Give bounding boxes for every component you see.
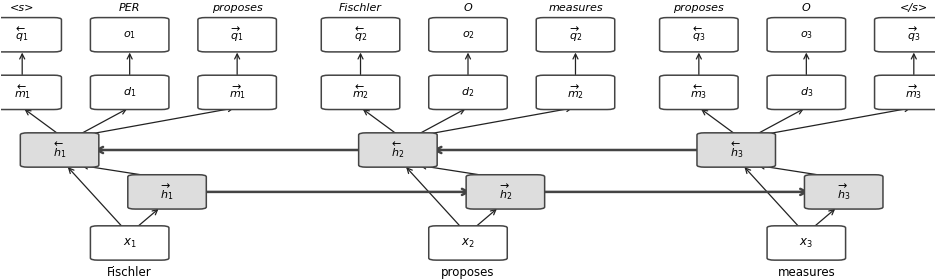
Text: $\overrightarrow{h}_3$: $\overrightarrow{h}_3$ xyxy=(837,182,851,202)
Text: measures: measures xyxy=(778,266,835,279)
Text: O: O xyxy=(463,3,473,13)
Text: $\overrightarrow{m}_3$: $\overrightarrow{m}_3$ xyxy=(905,83,922,101)
Text: $o_2$: $o_2$ xyxy=(461,29,475,41)
FancyBboxPatch shape xyxy=(874,75,936,110)
Text: $o_3$: $o_3$ xyxy=(799,29,812,41)
Text: $x_3$: $x_3$ xyxy=(799,236,813,249)
FancyBboxPatch shape xyxy=(660,75,739,110)
Text: $d_3$: $d_3$ xyxy=(799,85,813,99)
FancyBboxPatch shape xyxy=(197,18,276,52)
Text: $\overrightarrow{m}_1$: $\overrightarrow{m}_1$ xyxy=(228,83,246,101)
Text: $\overleftarrow{h}_1$: $\overleftarrow{h}_1$ xyxy=(52,140,66,160)
FancyBboxPatch shape xyxy=(804,175,883,209)
Text: $\overleftarrow{q}_1$: $\overleftarrow{q}_1$ xyxy=(16,26,29,44)
FancyBboxPatch shape xyxy=(91,75,168,110)
Text: proposes: proposes xyxy=(441,266,495,279)
FancyBboxPatch shape xyxy=(21,133,99,167)
Text: $o_1$: $o_1$ xyxy=(124,29,137,41)
FancyBboxPatch shape xyxy=(128,175,206,209)
FancyBboxPatch shape xyxy=(768,226,845,260)
Text: Fischler: Fischler xyxy=(108,266,152,279)
FancyBboxPatch shape xyxy=(874,18,936,52)
Text: $\overleftarrow{h}_2$: $\overleftarrow{h}_2$ xyxy=(391,140,404,160)
FancyBboxPatch shape xyxy=(429,226,507,260)
Text: $\overrightarrow{h}_2$: $\overrightarrow{h}_2$ xyxy=(499,182,512,202)
Text: $x_2$: $x_2$ xyxy=(461,236,475,249)
Text: $\overleftarrow{m}_1$: $\overleftarrow{m}_1$ xyxy=(14,83,31,101)
Text: $\overrightarrow{m}_2$: $\overrightarrow{m}_2$ xyxy=(567,83,584,101)
Text: $\overleftarrow{m}_2$: $\overleftarrow{m}_2$ xyxy=(352,83,369,101)
Text: O: O xyxy=(802,3,811,13)
FancyBboxPatch shape xyxy=(321,75,400,110)
FancyBboxPatch shape xyxy=(321,18,400,52)
Text: measures: measures xyxy=(548,3,603,13)
Text: PER: PER xyxy=(119,3,140,13)
FancyBboxPatch shape xyxy=(466,175,545,209)
Text: $x_1$: $x_1$ xyxy=(123,236,137,249)
FancyBboxPatch shape xyxy=(197,75,276,110)
Text: </s>: </s> xyxy=(899,3,928,13)
Text: $\overrightarrow{q}_1$: $\overrightarrow{q}_1$ xyxy=(230,26,244,44)
Text: Fischler: Fischler xyxy=(339,3,382,13)
Text: $\overleftarrow{h}_3$: $\overleftarrow{h}_3$ xyxy=(729,140,743,160)
Text: proposes: proposes xyxy=(212,3,262,13)
Text: <s>: <s> xyxy=(10,3,35,13)
FancyBboxPatch shape xyxy=(91,18,168,52)
Text: $\overleftarrow{q}_3$: $\overleftarrow{q}_3$ xyxy=(692,26,706,44)
Text: $\overleftarrow{m}_3$: $\overleftarrow{m}_3$ xyxy=(690,83,708,101)
Text: $\overleftarrow{q}_2$: $\overleftarrow{q}_2$ xyxy=(354,26,367,44)
Text: $\overrightarrow{h}_1$: $\overrightarrow{h}_1$ xyxy=(160,182,174,202)
FancyBboxPatch shape xyxy=(429,18,507,52)
Text: proposes: proposes xyxy=(674,3,724,13)
FancyBboxPatch shape xyxy=(429,75,507,110)
FancyBboxPatch shape xyxy=(536,75,615,110)
Text: $\overrightarrow{q}_3$: $\overrightarrow{q}_3$ xyxy=(907,26,920,44)
FancyBboxPatch shape xyxy=(0,18,62,52)
FancyBboxPatch shape xyxy=(0,75,62,110)
Text: $d_1$: $d_1$ xyxy=(123,85,137,99)
FancyBboxPatch shape xyxy=(697,133,776,167)
FancyBboxPatch shape xyxy=(768,75,845,110)
FancyBboxPatch shape xyxy=(358,133,437,167)
FancyBboxPatch shape xyxy=(768,18,845,52)
FancyBboxPatch shape xyxy=(91,226,168,260)
FancyBboxPatch shape xyxy=(660,18,739,52)
Text: $d_2$: $d_2$ xyxy=(461,85,475,99)
Text: $\overrightarrow{q}_2$: $\overrightarrow{q}_2$ xyxy=(569,26,582,44)
FancyBboxPatch shape xyxy=(536,18,615,52)
